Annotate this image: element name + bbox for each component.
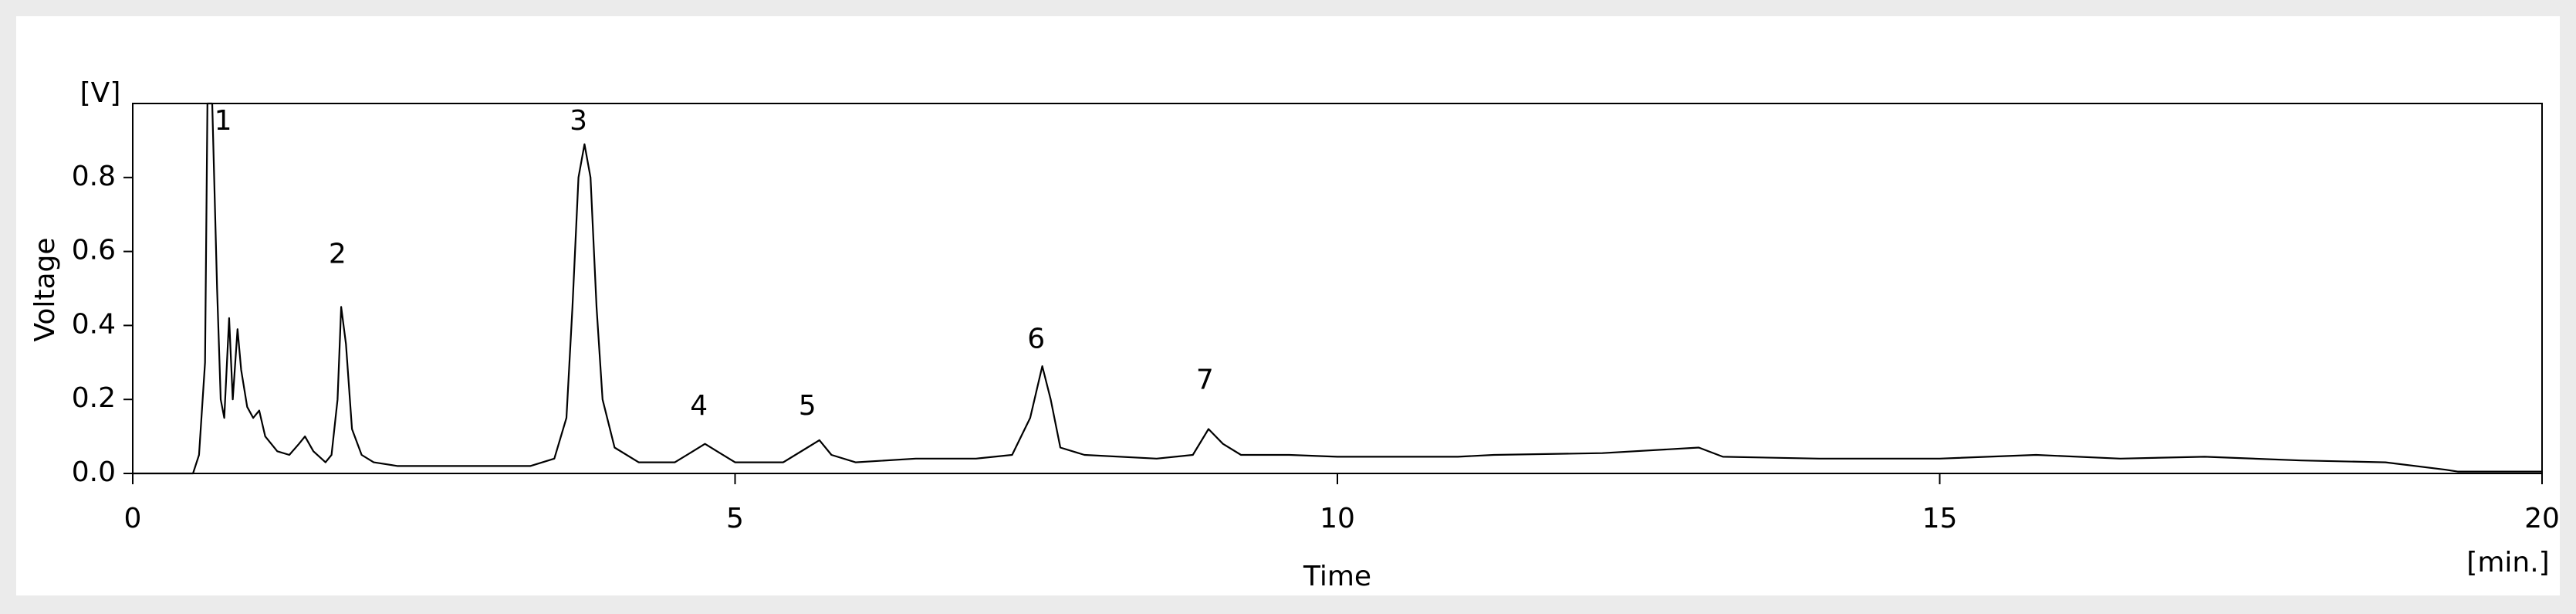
peak-label: 6 xyxy=(1027,324,1045,355)
trace xyxy=(133,102,2542,475)
peak-label: 7 xyxy=(1196,364,1214,395)
peak-label: 4 xyxy=(690,390,708,422)
plot-area xyxy=(132,103,2543,474)
peak-label: 1 xyxy=(215,105,232,137)
y-unit-label: [V] xyxy=(80,77,121,109)
y-tick-label: 0.8 xyxy=(72,161,116,192)
x-tick-label: 15 xyxy=(1922,503,1958,534)
x-tick-label: 5 xyxy=(726,503,744,534)
x-axis-label: Time xyxy=(1303,561,1371,592)
x-tick-label: 20 xyxy=(2524,503,2560,534)
x-tick-label: 0 xyxy=(124,503,142,534)
y-tick-label: 0.0 xyxy=(72,456,116,488)
x-tick-label: 10 xyxy=(1320,503,1355,534)
x-unit-label: [min.] xyxy=(2466,547,2549,578)
y-tick-label: 0.4 xyxy=(72,308,116,340)
y-tick-label: 0.2 xyxy=(72,382,116,414)
peak-label: 2 xyxy=(329,238,347,270)
peak-label: 5 xyxy=(799,390,816,422)
y-axis-label: Voltage xyxy=(29,237,61,341)
y-tick-label: 0.6 xyxy=(72,235,116,266)
peak-label: 3 xyxy=(570,105,587,137)
